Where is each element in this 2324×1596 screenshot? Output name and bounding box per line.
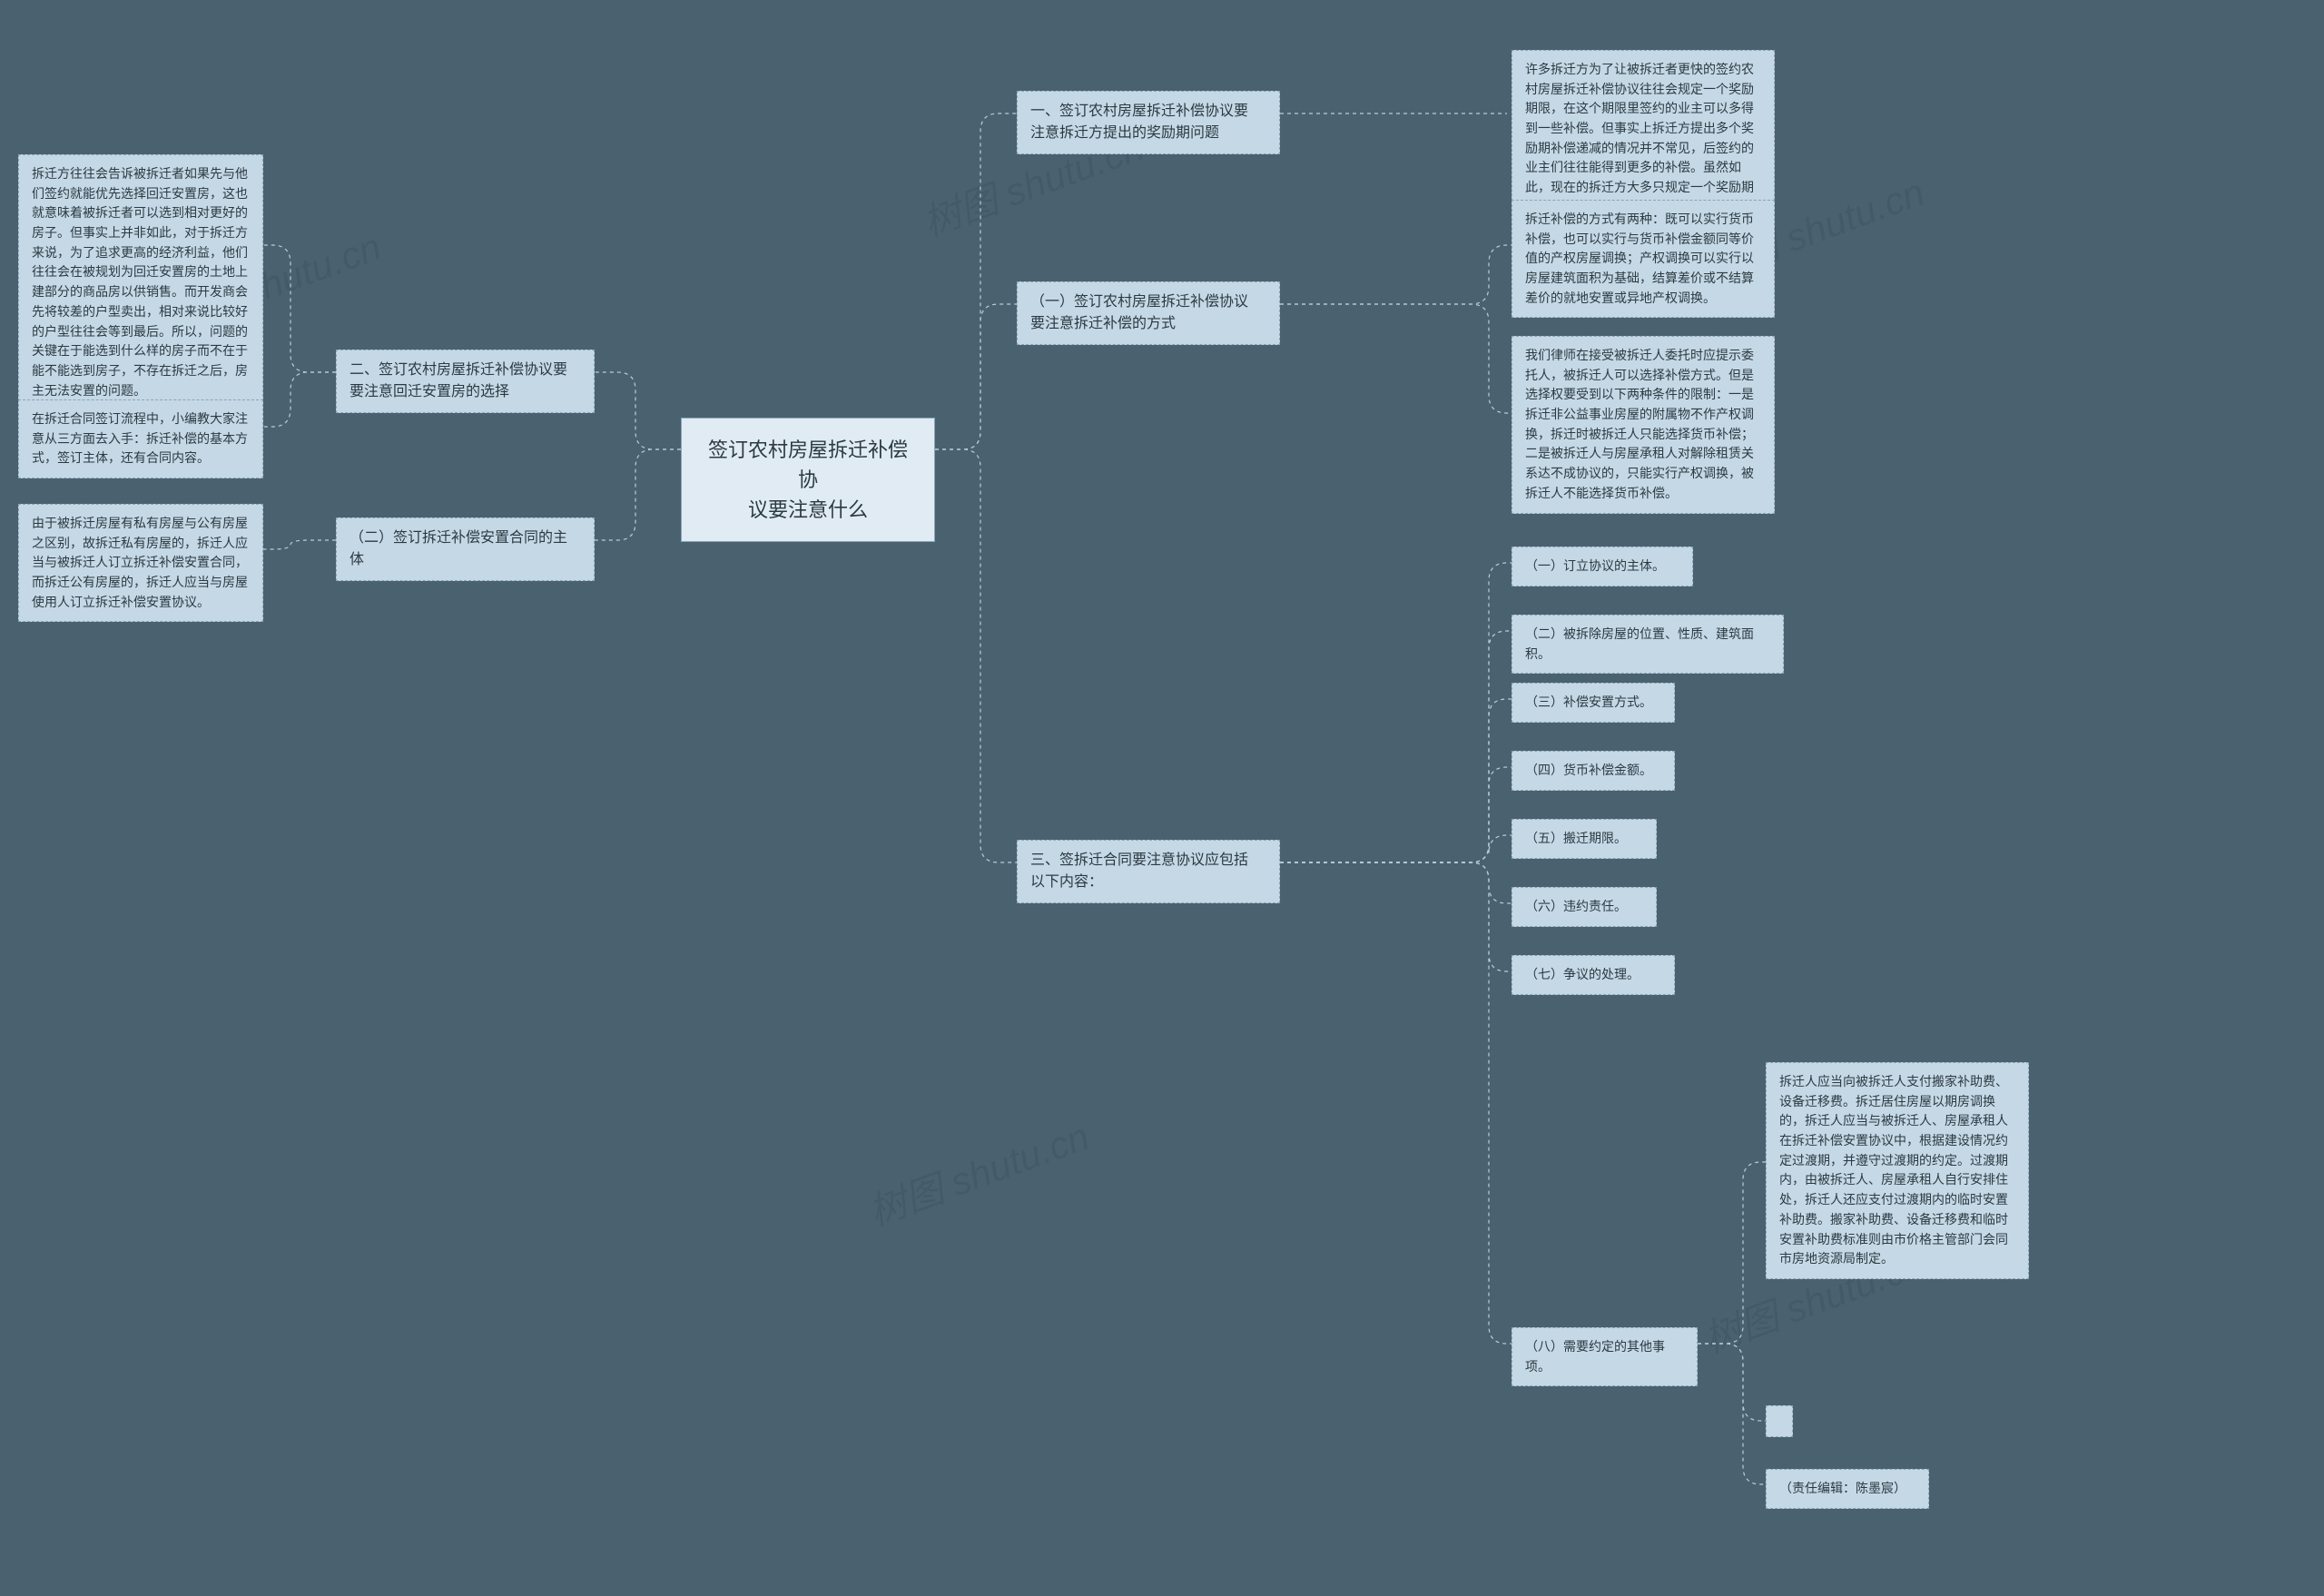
branch-R2: （一）签订农村房屋拆迁补偿协议要注意拆迁补偿的方式 [1017, 281, 1280, 345]
leaf-R3h: （八）需要约定的其他事项。 [1512, 1327, 1698, 1386]
leaf-R3g: （七）争议的处理。 [1512, 955, 1675, 995]
leaf-R2b: 我们律师在接受被拆迁人委托时应提示委托人，被拆迁人可以选择补偿方式。但是选择权要… [1512, 336, 1775, 514]
connectors [0, 0, 2324, 1596]
leaf-R3h1: 拆迁人应当向被拆迁人支付搬家补助费、设备迁移费。拆迁居住房屋以期房调换的，拆迁人… [1766, 1062, 2029, 1279]
leaf-L1b: 在拆迁合同签订流程中，小编教大家注意从三方面去入手：拆迁补偿的基本方式，签订主体… [18, 399, 263, 478]
leaf-R3e: （五）搬迁期限。 [1512, 819, 1657, 859]
leaf-R3h2 [1766, 1405, 1793, 1437]
leaf-L2a: 由于被拆迁房屋有私有房屋与公有房屋之区别，故拆迁私有房屋的，拆迁人应当与被拆迁人… [18, 504, 263, 622]
watermark: 树图 shutu.cn [860, 1106, 1096, 1236]
leaf-R3d: （四）货币补偿金额。 [1512, 751, 1675, 791]
leaf-R3f: （六）违约责任。 [1512, 887, 1657, 927]
branch-R1: 一、签订农村房屋拆迁补偿协议要注意拆迁方提出的奖励期问题 [1017, 91, 1280, 154]
leaf-R3b: （二）被拆除房屋的位置、性质、建筑面积。 [1512, 615, 1784, 674]
leaf-R3a: （一）订立协议的主体。 [1512, 547, 1693, 586]
root-node: 签订农村房屋拆迁补偿协议要注意什么 [681, 418, 935, 542]
leaf-R2a: 拆迁补偿的方式有两种：既可以实行货币补偿，也可以实行与货币补偿金额同等价值的产权… [1512, 200, 1775, 318]
branch-L2: （二）签订拆迁补偿安置合同的主体 [336, 517, 595, 581]
leaf-R3h3: （责任编辑：陈墨宸） [1766, 1469, 1929, 1509]
branch-L1: 二、签订农村房屋拆迁补偿协议要要注意回迁安置房的选择 [336, 350, 595, 413]
leaf-L1a: 拆迁方往往会告诉被拆迁者如果先与他们签约就能优先选择回迁安置房，这也就意味着被拆… [18, 154, 263, 410]
leaf-R3c: （三）补偿安置方式。 [1512, 683, 1675, 723]
branch-R3: 三、签拆迁合同要注意协议应包括以下内容： [1017, 840, 1280, 903]
